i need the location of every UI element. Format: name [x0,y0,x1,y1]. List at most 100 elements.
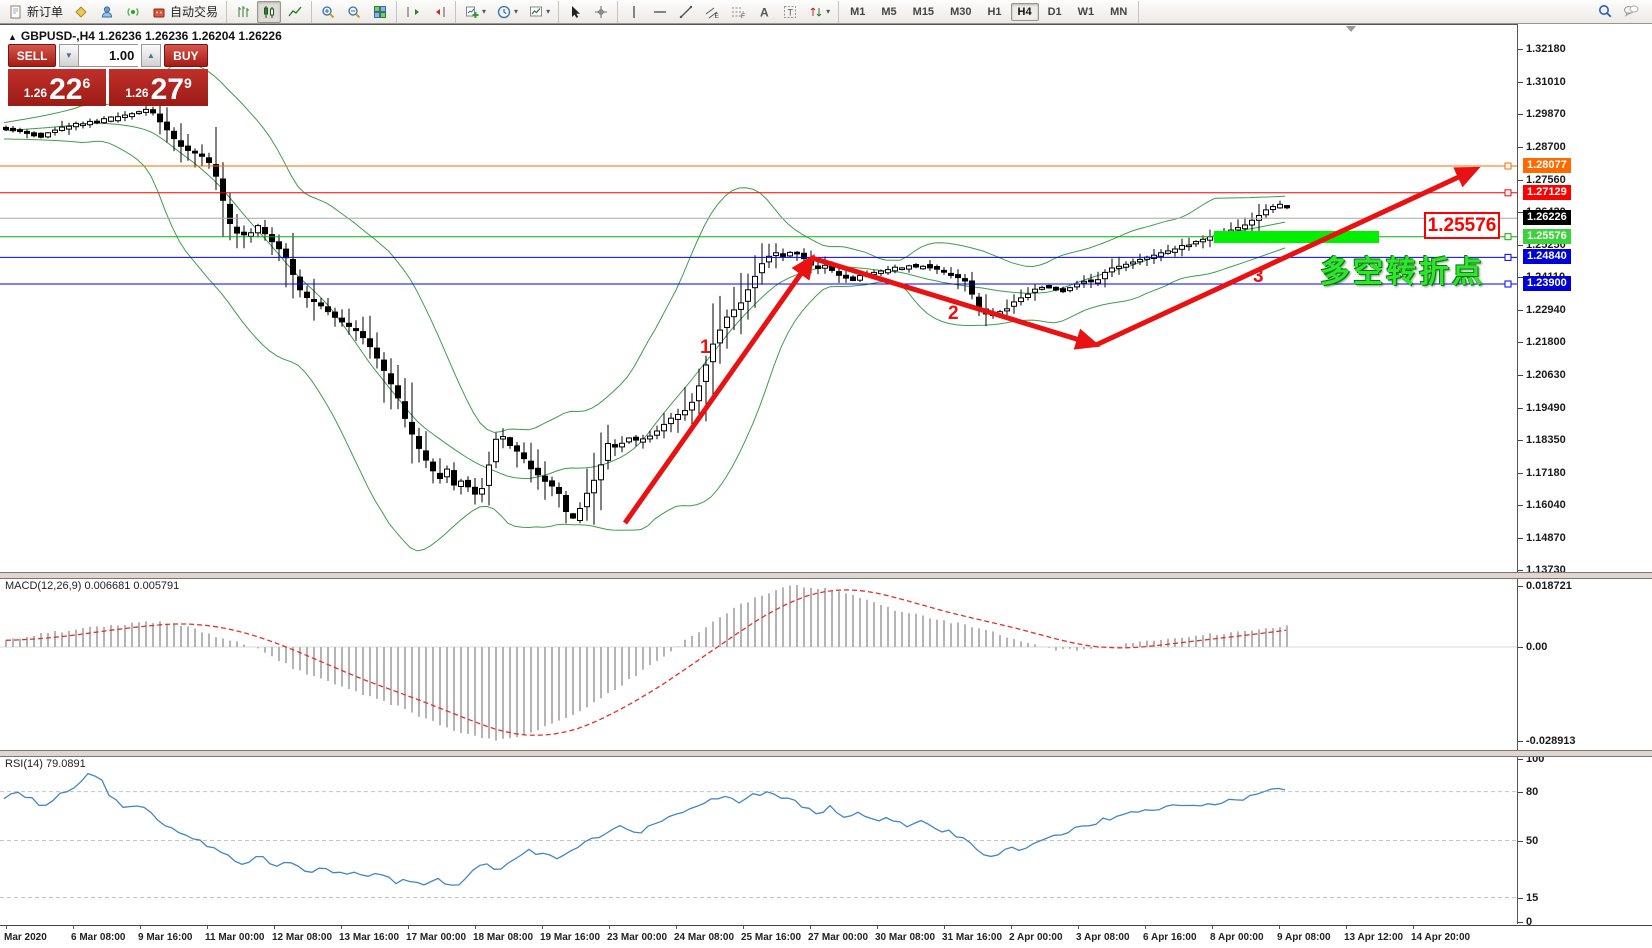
timeframe-h4-button[interactable]: H4 [1010,2,1039,21]
sell-button[interactable]: SELL [8,44,57,67]
periodicity-button[interactable]: ▾ [492,1,522,23]
rsi-axis-label: 0 [1526,916,1533,928]
line-chart-button[interactable] [283,1,307,23]
timeframe-w1-button[interactable]: W1 [1077,5,1095,18]
price-tag-1.23900: 1.23900 [1523,276,1571,291]
vertical-line-button[interactable] [622,1,646,23]
timeframe-m1-button[interactable]: M1 [850,5,866,18]
chart-shift-marker[interactable] [1346,26,1356,32]
auto-trading-button[interactable]: 自动交易 [147,1,222,23]
rsi-chart [0,772,1517,898]
price-chart-panel[interactable]: 1 2 3 ▲ GBPUSD-,H4 1.26236 1.26236 1.26204 … [0,24,1518,573]
horizontal-line-button[interactable] [648,1,672,23]
chat-button[interactable] [1619,0,1643,22]
price-tick-mark [1518,82,1523,83]
time-tick-mark [810,926,811,929]
timeframe-m15-button[interactable]: M15 [912,5,935,18]
macd-axis-label: -0.028913 [1526,735,1576,747]
time-tick-label: 6 Apr 16:00 [1143,932,1197,943]
time-tick-mark [1212,926,1213,929]
time-tick-mark [475,926,476,929]
macd-tick-mark [1518,741,1523,742]
price-tick-label: 1.14870 [1526,532,1566,544]
buy-price-big: 27 [150,73,184,106]
price-tick-label: 1.19490 [1526,402,1566,414]
arrows-button[interactable]: ▾ [804,1,834,23]
profile-button[interactable] [95,1,119,23]
trend-arrows[interactable]: 1 2 3 [622,166,1481,525]
macd-axis-label: 0.018721 [1526,580,1572,592]
timeframe-d1-button[interactable]: D1 [1047,5,1062,18]
candlestick-chart[interactable]: 1 2 3 [0,25,1517,573]
time-tick-mark [609,926,610,929]
trendline-button[interactable] [674,1,698,23]
timeframe-mn-button[interactable]: MN [1110,5,1128,18]
sell-price-display[interactable]: 1.26 22 6 [8,69,106,106]
cursor-icon [572,5,581,18]
price-tick-label: 1.22940 [1526,304,1566,316]
indicators-button[interactable]: ▾ [524,1,554,23]
crosshair-button[interactable] [589,1,613,23]
macd-histogram [5,585,1288,741]
candlestick-button[interactable] [257,0,282,23]
volume-decrease-button[interactable]: ▼ [59,44,79,67]
text-label-button[interactable]: T [778,1,802,23]
annotation-cn-text[interactable]: 多空转折点 [1320,256,1485,289]
buy-price-display[interactable]: 1.26 27 9 [109,69,208,106]
price-tick-label: 1.18350 [1526,434,1566,446]
green-highlight-bar[interactable] [1214,231,1379,243]
time-tick-label: 18 Mar 08:00 [473,932,534,943]
price-tick-mark [1518,114,1523,115]
chart-shift-button[interactable] [427,1,451,23]
fibonacci-button[interactable]: F [726,1,750,23]
ohlc-text: GBPUSD-,H4 1.26236 1.26236 1.26204 1.262… [20,29,282,43]
search-button[interactable] [1593,0,1617,22]
price-tag-1.28077: 1.28077 [1523,158,1571,173]
time-tick-label: 14 Apr 20:00 [1411,932,1471,943]
candles-icon [264,5,275,18]
buy-price-sup: 9 [183,75,192,91]
buy-button[interactable]: BUY [163,44,208,67]
current-price-tag: 1.26226 [1523,210,1571,225]
timeframe-m30-button[interactable]: M30 [950,5,972,18]
price-tick-label: 1.21800 [1526,336,1566,348]
text-button[interactable]: A [752,1,776,23]
timeframe-m5-button[interactable]: M5 [881,5,897,18]
tile-windows-button[interactable] [368,1,392,23]
panel-splitter-rsi[interactable] [0,750,1652,757]
sell-price-sup: 6 [82,75,91,91]
cursor-button[interactable] [563,1,587,23]
rsi-axis-label: 80 [1526,786,1539,798]
price-callout-label[interactable]: 1.25576 [1424,212,1500,239]
time-tick-label: 17 Mar 00:00 [406,932,467,943]
time-tick-label: 9 Mar 16:00 [138,932,193,943]
new-order-button[interactable]: 新订单 [4,1,67,23]
time-axis[interactable]: Mar 2020 6 Mar 08:00 9 Mar 16:00 11 Mar 00:… [0,925,1652,948]
rsi-label: RSI(14) 79.0891 [5,758,86,770]
bar-chart-button[interactable] [231,1,255,23]
new-chart-button[interactable]: ▾ [460,1,490,23]
rsi-panel[interactable]: RSI(14) 79.0891 [0,755,1518,924]
volume-increase-button[interactable]: ▲ [141,44,161,67]
timeframe-h1-button[interactable]: H1 [987,5,1002,18]
robot-icon [153,8,165,17]
time-tick-label: 12 Mar 08:00 [272,932,333,943]
volume-input[interactable]: 1.00 [78,44,139,67]
macd-panel[interactable]: MACD(12,26,9) 0.006681 0.005791 [0,577,1518,750]
clock-icon [497,5,511,18]
time-tick-mark [1145,926,1146,929]
dropdown-arrow-icon: ▾ [482,7,487,16]
signals-button[interactable] [121,1,145,23]
price-axis[interactable]: 1.321801.310101.298701.287001.275601.264… [1518,24,1652,928]
time-tick-mark [877,926,878,929]
time-tick-mark [274,926,275,929]
zoom-in-button[interactable] [316,1,340,23]
equidistant-channel-button[interactable]: E [700,1,724,23]
svg-text:F: F [741,13,745,20]
panel-splitter-macd[interactable] [0,572,1652,579]
zoom-out-button[interactable] [342,1,366,23]
quotes-button[interactable] [69,1,93,23]
time-tick-mark [140,926,141,929]
auto-scroll-button[interactable] [401,1,425,23]
